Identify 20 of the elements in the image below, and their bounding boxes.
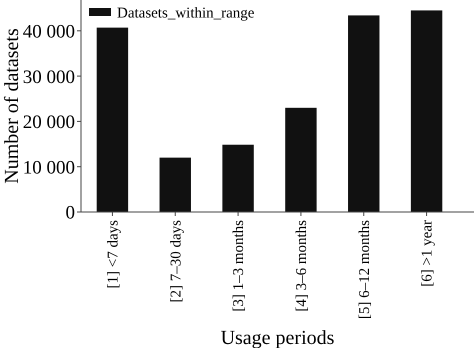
x-tick-label: [5] 6–12 months (356, 220, 373, 320)
legend-label: Datasets_within_range (117, 5, 255, 22)
bar (222, 144, 254, 212)
bar (160, 158, 191, 212)
bar (285, 108, 317, 212)
bar (410, 10, 442, 212)
bar (348, 15, 380, 212)
y-axis-title: Number of datasets (1, 28, 23, 184)
x-tick-label: [4] 3–6 months (294, 220, 310, 312)
y-tick-label: 30 000 (22, 66, 75, 88)
y-tick-label: 40 000 (22, 21, 75, 42)
y-tick-label: 20 000 (22, 112, 75, 134)
bar (96, 28, 128, 212)
x-tick-label: [1] <7 days (105, 220, 122, 288)
x-tick-label: [6] >1 year (420, 220, 436, 287)
x-tick-label: [2] 7–30 days (168, 220, 184, 302)
y-tick-label: 10 000 (22, 157, 75, 178)
y-tick-label: 0 (66, 202, 75, 224)
x-tick-label: [3] 1–3 months (231, 220, 248, 312)
x-axis-title: Usage periods (220, 327, 335, 348)
